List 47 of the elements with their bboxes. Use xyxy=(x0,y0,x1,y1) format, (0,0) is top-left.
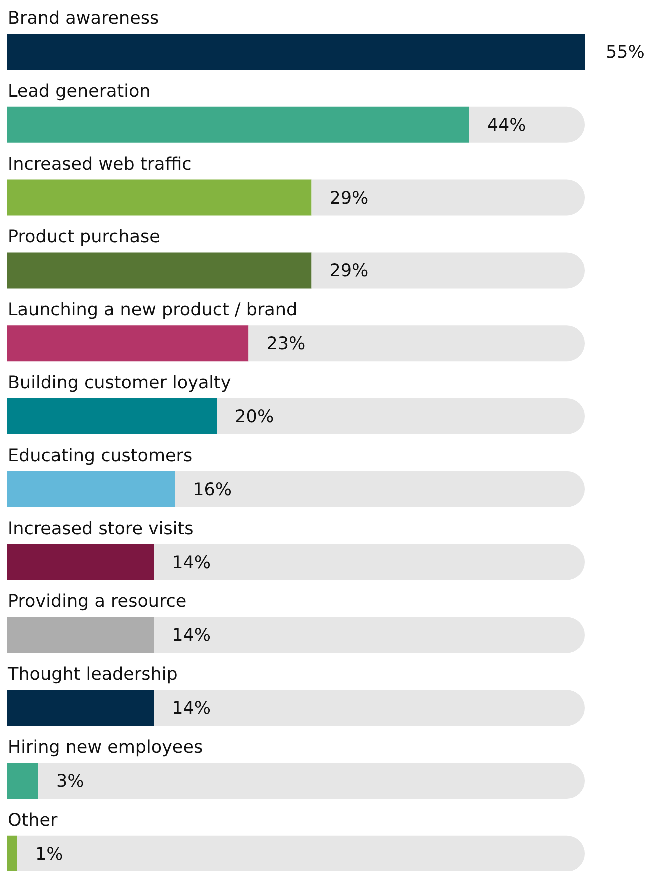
bar xyxy=(7,690,154,726)
bar xyxy=(18,836,585,871)
bar xyxy=(312,252,585,289)
bar xyxy=(154,690,585,726)
bar xyxy=(217,398,585,434)
bar xyxy=(7,836,18,871)
data-label: 14% xyxy=(172,699,212,720)
bar xyxy=(38,763,585,799)
data-label: 1% xyxy=(36,844,64,865)
data-label: 23% xyxy=(266,334,306,355)
bar xyxy=(7,326,249,362)
y-tick-label: Product purchase xyxy=(8,228,160,248)
bar xyxy=(7,617,154,654)
y-tick-label: Increased store visits xyxy=(8,519,194,540)
data-label: 44% xyxy=(487,116,526,136)
bar xyxy=(7,398,218,434)
y-tick-label: Educating customers xyxy=(8,446,193,466)
data-label: 3% xyxy=(56,772,84,792)
bar xyxy=(7,471,176,508)
bar xyxy=(154,617,585,654)
bar xyxy=(154,544,585,580)
y-tick-label: Lead generation xyxy=(8,82,151,102)
bar xyxy=(7,34,585,70)
bar xyxy=(312,180,585,216)
y-tick-label: Brand awareness xyxy=(8,9,160,29)
y-tick-label: Hiring new employees xyxy=(8,738,204,758)
bar xyxy=(469,106,585,143)
y-tick-label: Providing a resource xyxy=(8,592,187,612)
bar xyxy=(175,471,585,508)
y-tick-label: Launching a new product / brand xyxy=(8,300,298,321)
bar xyxy=(7,106,470,143)
data-label: 29% xyxy=(330,262,369,282)
data-label: 14% xyxy=(172,626,212,646)
y-tick-label: Building customer loyalty xyxy=(8,374,232,394)
y-tick-label: Other xyxy=(8,810,58,831)
y-tick-label: Increased web traffic xyxy=(8,154,192,175)
bar xyxy=(248,326,585,362)
data-label: 29% xyxy=(330,188,369,209)
data-label: 20% xyxy=(235,408,274,428)
bar xyxy=(7,180,312,216)
bar xyxy=(7,252,312,289)
data-label: 16% xyxy=(193,480,232,500)
data-label: 14% xyxy=(172,553,212,574)
bar xyxy=(7,544,154,580)
bar xyxy=(7,763,39,799)
data-label: 55% xyxy=(606,43,645,63)
y-tick-label: Thought leadership xyxy=(7,665,178,686)
